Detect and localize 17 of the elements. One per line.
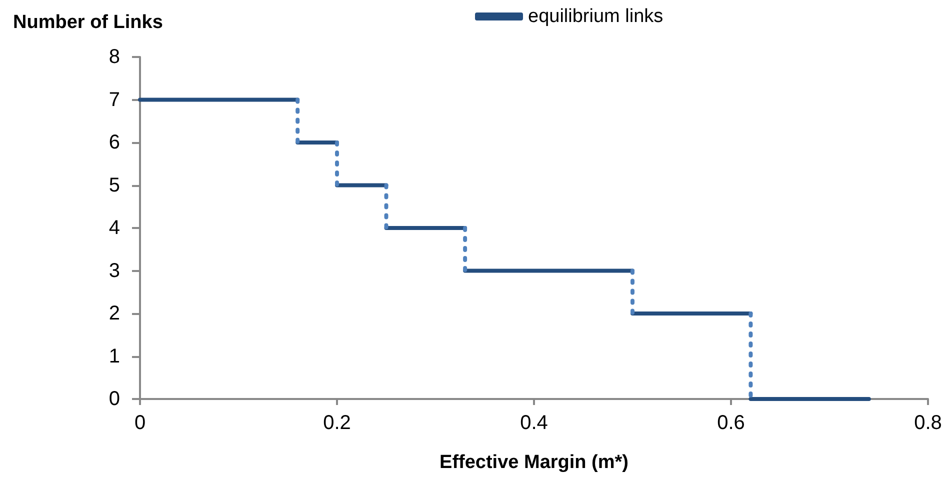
y-tick-label: 6 bbox=[108, 132, 120, 154]
y-tick-label: 3 bbox=[108, 260, 120, 282]
x-tick-label: 0.2 bbox=[323, 412, 351, 434]
y-tick-label: 0 bbox=[108, 388, 120, 410]
x-tick-label: 0.8 bbox=[914, 412, 942, 434]
x-axis-title: Effective Margin (m*) bbox=[440, 452, 628, 473]
x-tick-label: 0.6 bbox=[717, 412, 745, 434]
x-tick-label: 0 bbox=[134, 412, 146, 434]
y-tick-label: 8 bbox=[108, 46, 120, 68]
x-tick-label: 0.4 bbox=[520, 412, 548, 434]
y-tick-label: 7 bbox=[108, 88, 120, 111]
y-tick-label: 2 bbox=[108, 302, 120, 324]
y-tick-label: 4 bbox=[108, 217, 120, 239]
y-axis-title: Number of Links bbox=[13, 12, 163, 33]
legend-label: equilibrium links bbox=[528, 6, 664, 27]
y-tick-label: 5 bbox=[108, 174, 120, 196]
y-tick-label: 1 bbox=[108, 345, 120, 368]
